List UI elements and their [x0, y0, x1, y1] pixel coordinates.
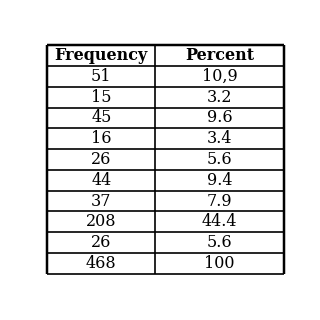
Text: 10,9: 10,9 — [202, 68, 238, 85]
Text: 5.6: 5.6 — [207, 151, 233, 168]
Text: 5.6: 5.6 — [207, 234, 233, 251]
Text: 44: 44 — [91, 172, 111, 189]
Text: 9.6: 9.6 — [207, 109, 233, 126]
Text: Percent: Percent — [185, 47, 254, 64]
Text: Frequency: Frequency — [55, 47, 148, 64]
Text: 51: 51 — [91, 68, 112, 85]
Text: 9.4: 9.4 — [207, 172, 233, 189]
Text: 3.2: 3.2 — [207, 89, 233, 106]
Text: 15: 15 — [91, 89, 112, 106]
Text: 3.4: 3.4 — [207, 130, 233, 147]
Text: 45: 45 — [91, 109, 111, 126]
Text: 468: 468 — [86, 255, 116, 272]
Text: 26: 26 — [91, 234, 111, 251]
Text: 7.9: 7.9 — [207, 193, 233, 210]
Text: 26: 26 — [91, 151, 111, 168]
Text: 208: 208 — [86, 213, 116, 230]
Text: 44.4: 44.4 — [202, 213, 237, 230]
Text: 16: 16 — [91, 130, 112, 147]
Text: 100: 100 — [204, 255, 235, 272]
Text: 37: 37 — [91, 193, 112, 210]
